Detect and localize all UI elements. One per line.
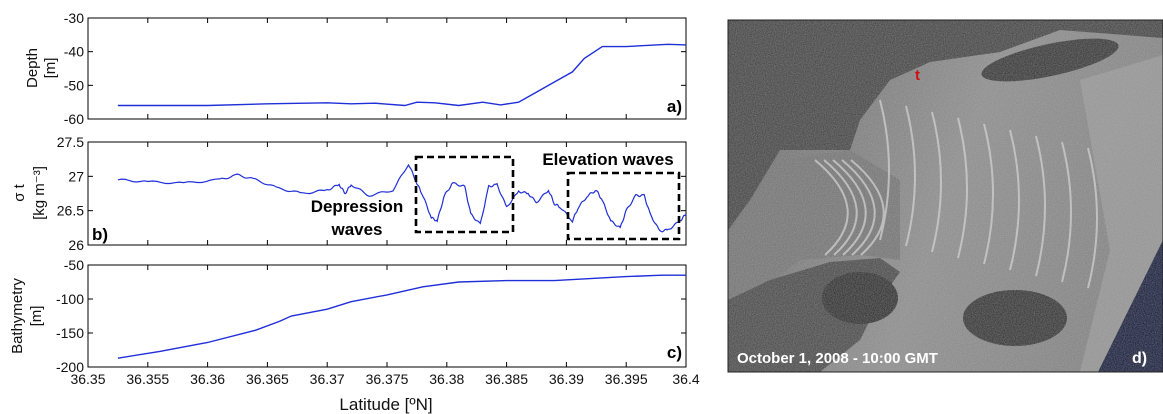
y-tick-label: -100	[56, 291, 84, 307]
panel-a-y-ticks: -30 -40 -50 -60	[64, 10, 686, 127]
y-tick-label: -60	[64, 111, 84, 127]
panel-c-ylabel-line1: Bathymetry	[9, 278, 26, 354]
panel-b-label: b)	[92, 225, 108, 244]
x-tick-label: 36.375	[366, 371, 409, 387]
panel-c-label: c)	[667, 343, 682, 362]
x-tick-label: 36.35	[70, 371, 105, 387]
x-axis-label: Latitude [ºN]	[339, 395, 432, 414]
y-tick-label: -150	[56, 325, 84, 341]
y-tick-label: -30	[64, 10, 84, 26]
x-tick-label: 36.395	[605, 371, 648, 387]
x-tick-label: 36.355	[126, 371, 169, 387]
panel-c: -50-100-150-200 36.35 36.355 36.36 36.365 36…	[9, 257, 700, 414]
x-tick-label: 36.36	[190, 371, 225, 387]
y-tick-label: 27	[68, 168, 84, 184]
panel-a-label: a)	[667, 97, 682, 116]
panel-b-ylabel-line2: [kg m⁻³]	[31, 166, 48, 220]
sigma-t-series-line	[117, 163, 687, 233]
y-tick-label: 27.5	[57, 134, 84, 150]
y-tick-label: 26	[68, 237, 84, 253]
panel-a-ylabel-line2: [m]	[42, 58, 59, 79]
panel-c-axes	[87, 264, 687, 368]
panel-b-y-ticks: 27.5 27 26.5 26	[57, 134, 686, 253]
x-tick-label: 36.385	[485, 371, 528, 387]
panel-a-axes	[87, 17, 687, 120]
x-tick-label: 36.365	[246, 371, 289, 387]
x-tick-label: 36.38	[429, 371, 464, 387]
panel-d-label: d)	[1132, 350, 1147, 367]
panel-a-ylabel-line1: Depth	[24, 48, 41, 88]
satellite-frame	[727, 19, 1163, 373]
panel-a: -30 -40 -50 -60 a) Depth [m]	[24, 10, 687, 127]
panel-b-axes	[87, 141, 687, 246]
satellite-t-marker: t	[915, 67, 920, 84]
y-tick-label: -40	[64, 44, 84, 60]
y-tick-label: 26.5	[57, 203, 84, 219]
bathymetry-series-line	[117, 274, 686, 359]
satellite-image	[728, 20, 1163, 372]
panel-c-ylabel-line2: [m]	[28, 306, 45, 327]
y-tick-label: -200	[56, 359, 84, 375]
depression-waves-label-line2: waves	[330, 220, 382, 239]
panel-b-ylabel-line1: σ t	[11, 183, 28, 201]
x-tick-label: 36.39	[549, 371, 584, 387]
panel-c-y-ticks: -50 -100 -150 -200	[56, 257, 686, 375]
panel-c-x-ticks: 36.35 36.355 36.36 36.365 36.37 36.375 36.38 36…	[70, 265, 700, 387]
y-tick-label: -50	[64, 77, 84, 93]
depression-waves-label-line1: Depression	[311, 197, 404, 216]
satellite-caption: October 1, 2008 - 10:00 GMT	[737, 350, 938, 367]
panel-b-x-ticks	[87, 142, 687, 245]
y-tick-label: -50	[64, 257, 84, 273]
depth-series-line	[117, 43, 687, 107]
elevation-waves-box	[566, 171, 681, 241]
depression-waves-box	[414, 155, 515, 234]
panel-b: 27.5 27 26.5 26 Depression waves Elevation …	[11, 134, 687, 253]
x-tick-label: 36.4	[672, 371, 699, 387]
elevation-waves-label: Elevation waves	[542, 150, 673, 169]
panel-a-x-ticks	[87, 18, 687, 119]
x-tick-label: 36.37	[310, 371, 345, 387]
